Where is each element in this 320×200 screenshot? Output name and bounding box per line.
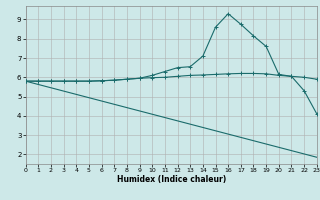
X-axis label: Humidex (Indice chaleur): Humidex (Indice chaleur) (116, 175, 226, 184)
